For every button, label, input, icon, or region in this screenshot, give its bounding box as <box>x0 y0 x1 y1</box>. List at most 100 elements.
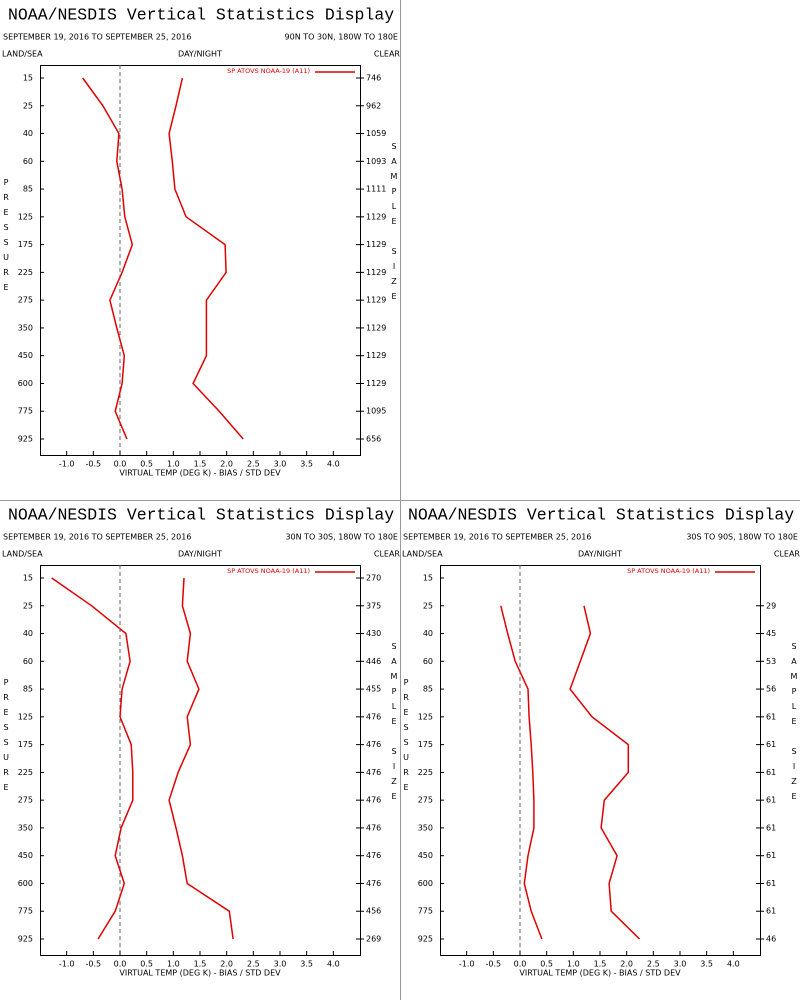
y-tick-label: 125 <box>18 712 33 721</box>
x-tick-label: 4.0 <box>727 960 740 969</box>
y-axis-label: PRESSURE <box>2 678 11 798</box>
y-tick-label: 275 <box>418 796 433 805</box>
day-night-label: DAY/NIGHT <box>578 550 622 559</box>
sample-size-label: 61 <box>766 712 776 721</box>
profile-line <box>168 577 234 940</box>
sample-size-label: 1129 <box>366 268 386 277</box>
y-axis-label: PRESSURE <box>2 178 11 298</box>
profile-line <box>168 77 244 440</box>
sample-size-label: 430 <box>366 629 381 638</box>
sample-size-label: 476 <box>366 768 381 777</box>
y-tick-label: 175 <box>18 240 33 249</box>
x-tick-label: 2.0 <box>220 460 233 469</box>
region: 30N TO 30S, 180W TO 180E <box>285 533 398 542</box>
x-tick-label: 0.0 <box>514 960 527 969</box>
date-range: SEPTEMBER 19, 2016 TO SEPTEMBER 25, 2016 <box>3 33 191 42</box>
sample-size-label: 375 <box>366 601 381 610</box>
sample-size-label: 61 <box>766 796 776 805</box>
y-tick-label: 450 <box>18 351 33 360</box>
y-tick-label: 925 <box>18 935 33 944</box>
x-tick-label: -1.0 <box>59 460 75 469</box>
day-night-label: DAY/NIGHT <box>178 550 222 559</box>
x-tick-label: 1.0 <box>167 460 180 469</box>
chart-panel: NOAA/NESDIS Vertical Statistics Display S… <box>2 5 401 477</box>
plot-frame <box>440 565 761 956</box>
y-tick-label: 60 <box>23 157 33 166</box>
x-tick-label: 1.5 <box>194 960 207 969</box>
sample-size-label: 61 <box>766 823 776 832</box>
sample-size-label: 56 <box>766 685 776 694</box>
x-tick-label: 2.5 <box>647 960 660 969</box>
x-tick-label: 3.0 <box>274 460 287 469</box>
sample-size-label: 476 <box>366 879 381 888</box>
sample-size-label: 1129 <box>366 379 386 388</box>
sample-size-label: 1111 <box>366 185 386 194</box>
y-tick-label: 450 <box>18 851 33 860</box>
y-tick-label: 40 <box>23 629 33 638</box>
sample-size-label: 61 <box>766 907 776 916</box>
x-tick-label: 0.5 <box>140 460 153 469</box>
sample-size-label: 61 <box>766 851 776 860</box>
sample-size-label: 1129 <box>366 351 386 360</box>
sample-size-label: 456 <box>366 907 381 916</box>
x-tick-label: 2.0 <box>220 960 233 969</box>
y2-axis-label: SAMPLE SIZE <box>390 142 399 307</box>
x-tick-label: 3.5 <box>300 960 313 969</box>
land-sea-label: LAND/SEA <box>2 550 43 559</box>
sample-size-label: 455 <box>366 685 381 694</box>
x-tick-label: 0.0 <box>114 960 127 969</box>
x-tick-label: 0.0 <box>114 460 127 469</box>
profile-line <box>569 605 641 940</box>
x-tick-label: 1.5 <box>194 460 207 469</box>
y-tick-label: 60 <box>423 657 433 666</box>
y-tick-label: 600 <box>418 879 433 888</box>
y-tick-label: 350 <box>18 323 33 332</box>
sample-size-label: 476 <box>366 740 381 749</box>
legend-label: SP ATOVS NOAA-19 (A11) <box>227 567 310 575</box>
y-tick-label: 15 <box>23 74 33 83</box>
date-range: SEPTEMBER 19, 2016 TO SEPTEMBER 25, 2016 <box>403 533 591 542</box>
x-tick-label: 3.0 <box>274 960 287 969</box>
profile-line <box>51 577 134 940</box>
legend-label: SP ATOVS NOAA-19 (A11) <box>227 67 310 75</box>
y-tick-label: 600 <box>18 879 33 888</box>
x-tick-label: 1.0 <box>567 960 580 969</box>
y-tick-label: 775 <box>18 407 33 416</box>
y-tick-label: 40 <box>423 629 433 638</box>
profile-line <box>82 77 134 440</box>
sample-size-label: 29 <box>766 601 776 610</box>
y-tick-label: 25 <box>23 601 33 610</box>
x-tick-label: 4.0 <box>327 960 340 969</box>
land-sea-label: LAND/SEA <box>402 550 443 559</box>
x-tick-label: 2.5 <box>247 460 260 469</box>
x-axis-label: VIRTUAL TEMP (DEG K) - BIAS / STD DEV <box>519 969 681 978</box>
x-tick-label: 1.5 <box>594 960 607 969</box>
x-tick-label: 3.0 <box>674 960 687 969</box>
sample-size-label: 1059 <box>366 129 386 138</box>
y-tick-label: 275 <box>18 296 33 305</box>
y-tick-label: 275 <box>18 796 33 805</box>
sample-size-label: 656 <box>366 435 381 444</box>
y-tick-label: 25 <box>23 101 33 110</box>
y-tick-label: 775 <box>418 907 433 916</box>
x-tick-label: 0.5 <box>540 960 553 969</box>
x-tick-label: -0.5 <box>486 960 502 969</box>
sample-size-label: 270 <box>366 574 381 583</box>
y-tick-label: 350 <box>18 823 33 832</box>
chart-panel: NOAA/NESDIS Vertical Statistics Display S… <box>402 505 800 977</box>
sample-size-label: 476 <box>366 823 381 832</box>
y-tick-label: 225 <box>18 768 33 777</box>
y2-axis-label: SAMPLE SIZE <box>390 642 399 807</box>
y-tick-label: 40 <box>23 129 33 138</box>
x-tick-label: 2.5 <box>247 960 260 969</box>
y-tick-label: 85 <box>23 685 33 694</box>
x-tick-label: 3.5 <box>700 960 713 969</box>
sample-size-label: 962 <box>366 101 381 110</box>
x-tick-label: -1.0 <box>59 960 75 969</box>
sample-size-label: 269 <box>366 935 381 944</box>
x-tick-label: 3.5 <box>300 460 313 469</box>
y-tick-label: 925 <box>18 435 33 444</box>
x-tick-label: 0.5 <box>140 960 153 969</box>
y-tick-label: 600 <box>18 379 33 388</box>
sample-size-label: 746 <box>366 74 381 83</box>
